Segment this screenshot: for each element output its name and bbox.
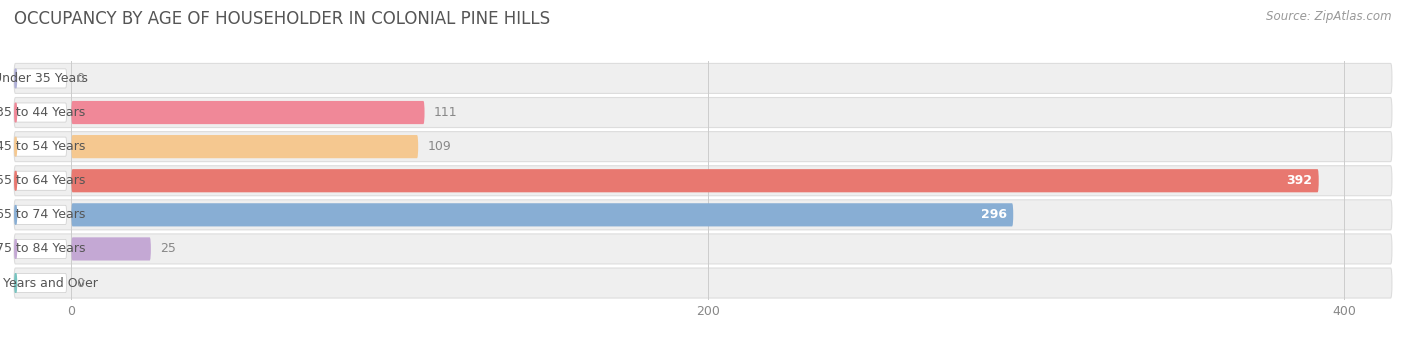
Text: 85 Years and Over: 85 Years and Over (0, 277, 98, 290)
Text: 111: 111 (434, 106, 458, 119)
FancyBboxPatch shape (14, 166, 1392, 196)
FancyBboxPatch shape (72, 237, 150, 261)
Circle shape (14, 171, 17, 190)
Circle shape (14, 69, 17, 88)
Text: 392: 392 (1286, 174, 1312, 187)
FancyBboxPatch shape (14, 234, 1392, 264)
Text: 0: 0 (76, 277, 84, 290)
Circle shape (14, 137, 17, 156)
FancyBboxPatch shape (14, 98, 1392, 128)
Text: Source: ZipAtlas.com: Source: ZipAtlas.com (1267, 10, 1392, 23)
FancyBboxPatch shape (14, 69, 66, 88)
Circle shape (14, 205, 17, 224)
Circle shape (14, 239, 17, 258)
Circle shape (14, 273, 17, 293)
FancyBboxPatch shape (14, 200, 1392, 230)
FancyBboxPatch shape (14, 273, 66, 293)
FancyBboxPatch shape (14, 171, 66, 190)
Text: 0: 0 (76, 72, 84, 85)
Text: 55 to 64 Years: 55 to 64 Years (0, 174, 84, 187)
Text: 75 to 84 Years: 75 to 84 Years (0, 242, 84, 255)
FancyBboxPatch shape (14, 103, 66, 122)
Text: 35 to 44 Years: 35 to 44 Years (0, 106, 84, 119)
Circle shape (14, 103, 17, 122)
Text: 45 to 54 Years: 45 to 54 Years (0, 140, 84, 153)
FancyBboxPatch shape (14, 63, 1392, 93)
FancyBboxPatch shape (14, 268, 1392, 298)
FancyBboxPatch shape (14, 205, 66, 224)
Text: 109: 109 (427, 140, 451, 153)
FancyBboxPatch shape (14, 239, 66, 258)
FancyBboxPatch shape (72, 169, 1319, 192)
FancyBboxPatch shape (72, 101, 425, 124)
FancyBboxPatch shape (72, 203, 1014, 226)
Text: 65 to 74 Years: 65 to 74 Years (0, 208, 84, 221)
Text: OCCUPANCY BY AGE OF HOUSEHOLDER IN COLONIAL PINE HILLS: OCCUPANCY BY AGE OF HOUSEHOLDER IN COLON… (14, 10, 550, 28)
FancyBboxPatch shape (14, 132, 1392, 162)
Text: 25: 25 (160, 242, 176, 255)
FancyBboxPatch shape (72, 135, 418, 158)
Text: 296: 296 (981, 208, 1007, 221)
FancyBboxPatch shape (14, 137, 66, 156)
Text: Under 35 Years: Under 35 Years (0, 72, 87, 85)
